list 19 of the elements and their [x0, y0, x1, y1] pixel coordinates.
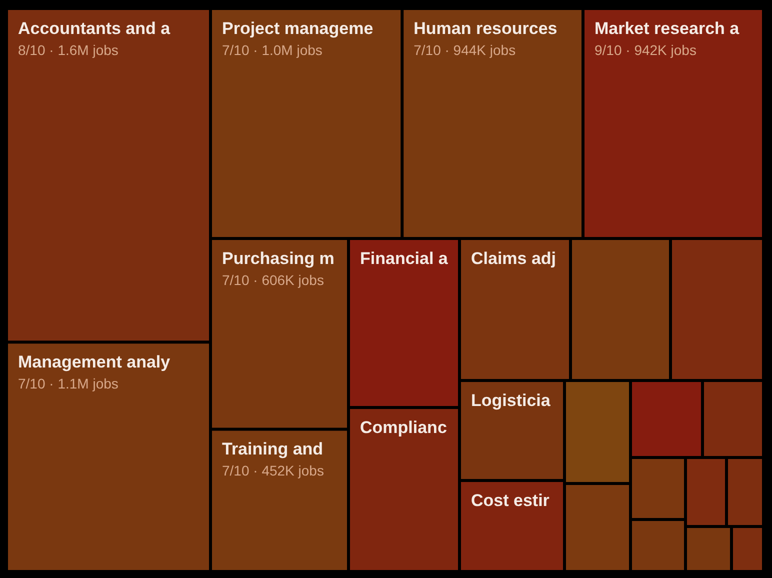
category-label: Claims adj	[471, 249, 556, 268]
data-label: 7/10 · 944K jobs	[414, 42, 516, 58]
data-label: 7/10 · 1.0M jobs	[222, 42, 322, 58]
category-label: Logisticia	[471, 391, 551, 410]
category-label: Financial a	[360, 249, 448, 268]
category-label: Management analy	[18, 352, 171, 372]
category-label: Accountants and a	[18, 19, 171, 38]
category-label: Human resources	[414, 19, 558, 38]
category-label: Training and	[222, 440, 324, 459]
category-label: Cost estir	[471, 491, 550, 510]
category-label: Market research a	[594, 19, 740, 38]
data-label: 8/10 · 1.6M jobs	[18, 42, 118, 58]
category-label: Purchasing m	[222, 249, 334, 268]
data-label: 7/10 · 452K jobs	[222, 462, 324, 479]
category-label: Project manageme	[222, 19, 374, 38]
data-label: 9/10 · 942K jobs	[594, 42, 696, 58]
category-label: Complianc	[360, 418, 447, 437]
data-label: 7/10 · 1.1M jobs	[18, 376, 118, 392]
data-label: 7/10 · 606K jobs	[222, 272, 324, 288]
